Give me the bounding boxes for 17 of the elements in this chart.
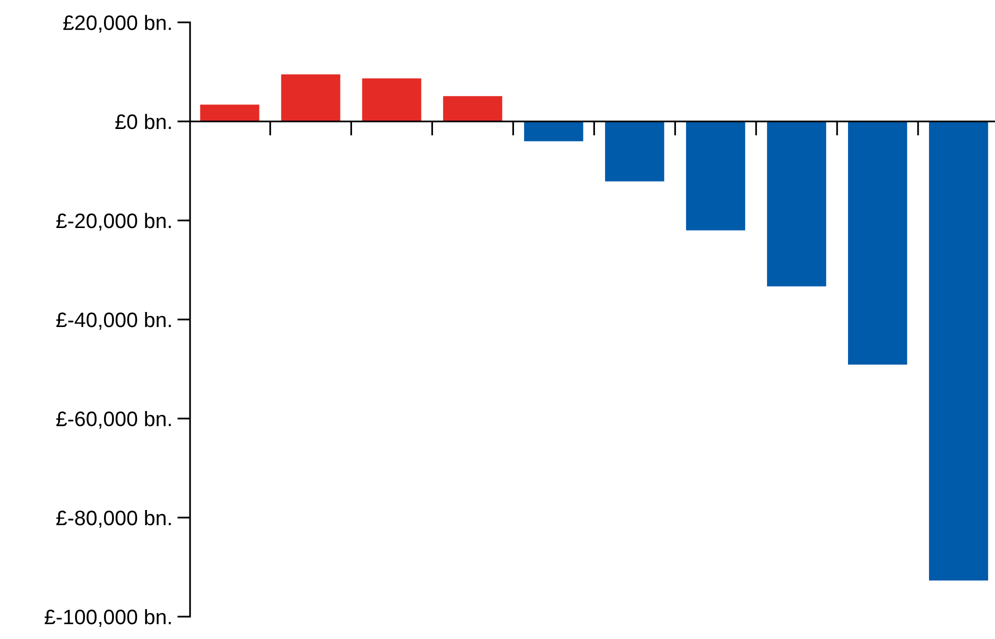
bar bbox=[686, 121, 746, 230]
bar bbox=[362, 78, 422, 122]
y-tick-label: £0 bn. bbox=[115, 114, 171, 130]
y-tick-label: £20,000 bn. bbox=[63, 14, 171, 33]
y-tick-label: £-80,000 bn. bbox=[56, 510, 171, 528]
bar bbox=[767, 121, 826, 286]
y-tick-label: £-20,000 bn. bbox=[56, 212, 171, 231]
bar bbox=[443, 96, 502, 122]
bar bbox=[929, 121, 988, 580]
bar bbox=[605, 121, 664, 182]
bar bbox=[524, 121, 584, 142]
y-tick-label: £-100,000 bn. bbox=[44, 609, 171, 627]
bar bbox=[281, 74, 340, 122]
y-tick-label: £-40,000 bn. bbox=[56, 312, 171, 330]
bar bbox=[848, 121, 908, 365]
bar bbox=[200, 104, 260, 122]
y-tick-label: £-60,000 bn. bbox=[56, 410, 171, 429]
